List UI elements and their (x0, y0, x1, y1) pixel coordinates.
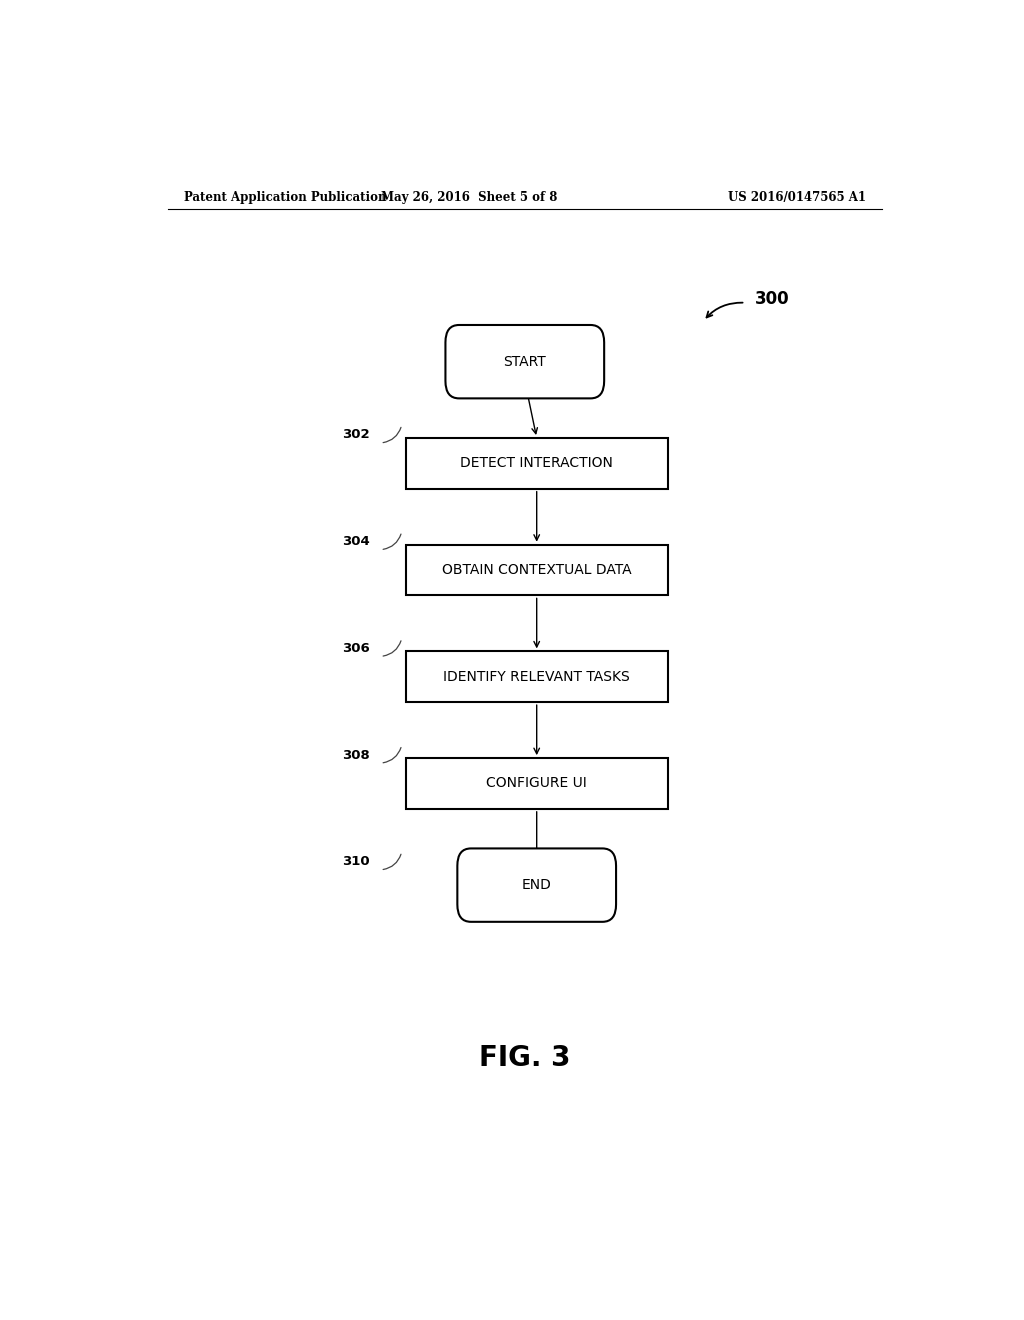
Text: 306: 306 (342, 642, 370, 655)
Text: 300: 300 (755, 289, 790, 308)
Text: 304: 304 (342, 535, 370, 548)
Text: Patent Application Publication: Patent Application Publication (183, 190, 386, 203)
Bar (406, 758, 668, 809)
Text: May 26, 2016  Sheet 5 of 8: May 26, 2016 Sheet 5 of 8 (381, 190, 557, 203)
FancyBboxPatch shape (458, 849, 616, 921)
Text: END: END (522, 878, 552, 892)
Text: US 2016/0147565 A1: US 2016/0147565 A1 (728, 190, 866, 203)
Bar (406, 545, 668, 595)
Text: 308: 308 (342, 748, 370, 762)
FancyBboxPatch shape (445, 325, 604, 399)
Bar (406, 651, 668, 702)
Text: OBTAIN CONTEXTUAL DATA: OBTAIN CONTEXTUAL DATA (442, 564, 632, 577)
Text: FIG. 3: FIG. 3 (479, 1044, 570, 1072)
Text: CONFIGURE UI: CONFIGURE UI (486, 776, 587, 791)
Text: DETECT INTERACTION: DETECT INTERACTION (460, 457, 613, 470)
Bar (406, 438, 668, 488)
Text: 310: 310 (342, 855, 370, 869)
Text: IDENTIFY RELEVANT TASKS: IDENTIFY RELEVANT TASKS (443, 669, 630, 684)
Text: 302: 302 (342, 429, 370, 441)
Text: START: START (504, 355, 546, 368)
